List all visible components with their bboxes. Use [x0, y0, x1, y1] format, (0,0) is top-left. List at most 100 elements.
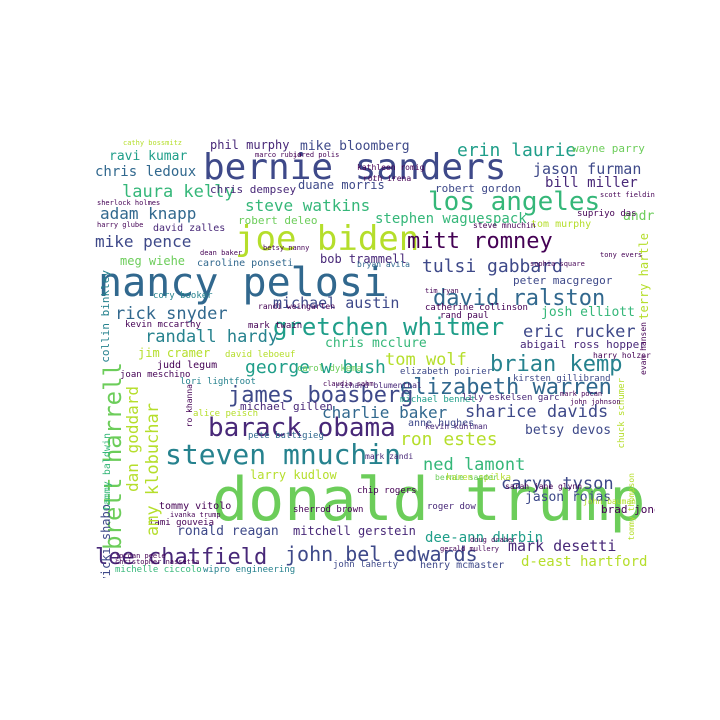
word: betsy devos: [525, 423, 612, 438]
word: roth irena: [363, 174, 412, 183]
word: michael austin: [273, 294, 400, 312]
word: brian kemp: [490, 352, 623, 377]
word: scott fielding: [600, 191, 655, 199]
word: tom wolf: [385, 350, 467, 370]
word: alice peisch: [193, 409, 259, 419]
word: mark pocan: [560, 390, 603, 398]
word: john bel edwards: [285, 542, 478, 566]
word: evan hansen: [639, 322, 648, 375]
word: david leboeuf: [225, 350, 296, 360]
word: carol dykema: [297, 364, 363, 374]
word: anne hughes: [408, 418, 475, 429]
word: laura kelly: [122, 182, 235, 202]
word: tim ryan: [425, 287, 459, 295]
word: mark zandi: [365, 452, 414, 461]
word: mike bloomberg: [300, 139, 410, 154]
word: john bauman: [583, 497, 636, 506]
word: jim cramer: [138, 346, 211, 360]
word: adam knapp: [100, 204, 197, 223]
word: cathy bossmitz: [123, 139, 183, 147]
word: john laherty: [333, 560, 399, 570]
word: amy klobuchar: [143, 403, 163, 537]
word: kirsten gillibrand: [513, 374, 611, 384]
word: terry hartle: [637, 233, 651, 320]
word: jason furman: [533, 160, 642, 178]
word: bryan avila: [357, 260, 410, 269]
word: robert gordon: [435, 182, 522, 195]
word-cloud: donald trump nancy pelosi bernie sanders…: [95, 128, 655, 578]
word: josh elliott: [541, 305, 635, 320]
word: tom murphy: [531, 219, 592, 230]
word: dan goddard: [123, 386, 142, 492]
word: christopher nassetta: [115, 558, 200, 566]
word: david ralston: [433, 286, 606, 311]
word: tami gouveia: [149, 518, 215, 528]
word: judd legum: [157, 360, 218, 371]
word: lily eskelsen garc: [462, 393, 560, 403]
word: kevin kuhlman: [425, 422, 488, 431]
word: charlie baker: [322, 403, 448, 422]
word: sherlock holmes: [97, 199, 161, 207]
word: donald trump: [212, 465, 646, 535]
word: ronald reagan: [177, 524, 279, 539]
word: randi weingarten: [258, 302, 336, 311]
word: cory booker: [153, 291, 213, 301]
word: tulsi gabbard: [422, 256, 563, 277]
word: robert deleo: [238, 214, 318, 227]
word: chip rogers: [357, 486, 417, 496]
word: richard blumenthal: [335, 381, 422, 390]
word: abigail ross hopper: [520, 338, 646, 351]
word: meg wiehe: [120, 254, 186, 268]
word: caroline ponseti: [197, 258, 294, 269]
word: mike pence: [95, 232, 192, 251]
word: brad jones: [601, 503, 655, 516]
word: roger dow: [427, 502, 476, 512]
word: steve watkins: [245, 196, 371, 215]
word: randall hardy: [145, 327, 279, 347]
word: erin laurie: [457, 140, 577, 161]
word: collin binkley: [99, 270, 112, 363]
word: ron estes: [400, 429, 498, 450]
word: ivanka trump: [170, 511, 221, 519]
word: duane morris: [298, 178, 385, 192]
word: tommy vitolo: [159, 501, 232, 512]
word: mark desetti: [508, 537, 617, 555]
word: harry holzer: [593, 351, 651, 360]
word: andrew yang: [623, 209, 655, 224]
word: catherine collinson: [425, 303, 528, 313]
word: jordan peele: [115, 552, 166, 560]
word: wipro engineering: [203, 565, 296, 575]
word: chuck schumer: [617, 378, 627, 449]
word: elizabeth warren: [400, 375, 612, 400]
word: chris ledoux: [95, 164, 197, 180]
word: doug draher: [470, 536, 517, 544]
word: michelle ciccolo: [115, 565, 202, 575]
word: james boasberg: [228, 383, 414, 408]
word: caryn tyson: [501, 474, 614, 494]
word: michael gillen: [240, 400, 333, 413]
word: kevin mccarthy: [125, 320, 201, 330]
word: supriyo das: [577, 209, 637, 219]
word: sarah jane glynn: [505, 482, 583, 491]
word: larry kudlow: [250, 468, 337, 482]
word: sophia square: [530, 260, 585, 268]
word: mark twain: [248, 321, 303, 331]
word: george w bush: [245, 357, 386, 378]
word: jason rojas: [525, 490, 612, 505]
word: sharice davids: [465, 402, 609, 422]
word: steven mnuchin: [165, 438, 402, 471]
word: bernie sanders: [203, 147, 507, 188]
word: wayne parry: [572, 142, 645, 155]
word: marco rubio: [255, 151, 302, 159]
word: ned lamont: [423, 455, 526, 475]
word: sherrod brown: [293, 505, 364, 515]
word: dean baker: [200, 249, 243, 257]
word: chris dempsey: [210, 183, 297, 196]
word: harry glube: [97, 221, 144, 229]
word: vicki shabo: [99, 504, 113, 578]
word: los angeles: [428, 187, 601, 217]
word: lee chatfield: [95, 545, 268, 570]
word: ro khanna: [185, 384, 194, 428]
word: rick snyder: [115, 304, 228, 324]
word: jared polis: [293, 151, 340, 159]
